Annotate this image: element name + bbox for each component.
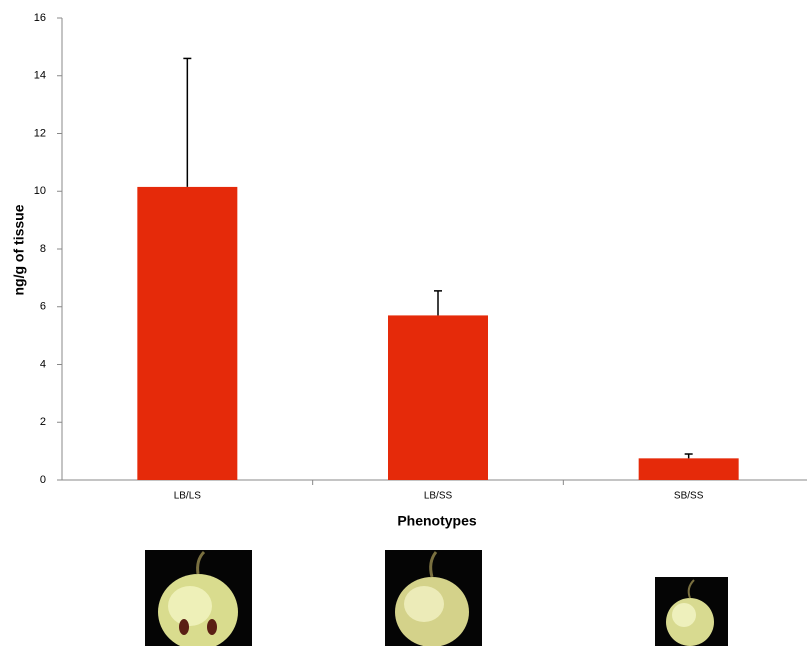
x-tick-label: LB/LS (174, 491, 202, 502)
chart: Phenotypes ng/g of tissue 0 2 4 6 8 10 12 14 16 L… (0, 0, 807, 646)
photo-1 (145, 550, 252, 646)
photo-3 (655, 577, 728, 646)
y-tick-label: 10 (34, 185, 46, 197)
y-tick-label: 0 (40, 474, 46, 486)
y-tick-label: 4 (40, 358, 46, 370)
y-tick-label: 14 (34, 70, 46, 82)
x-tick-label: LB/SS (424, 491, 453, 502)
error-bar (685, 454, 693, 458)
x-tick-label: SB/SS (674, 491, 704, 502)
y-tick-label: 8 (40, 243, 46, 255)
error-bar (183, 58, 191, 186)
y-tick-label: 6 (40, 301, 46, 313)
bar (137, 187, 237, 480)
y-tick-label: 12 (34, 127, 46, 139)
y-tick-label: 16 (34, 12, 46, 24)
error-bar (434, 291, 442, 316)
x-axis-title: Phenotypes (397, 513, 477, 529)
y-axis-title: ng/g of tissue (11, 204, 27, 295)
photo-2 (385, 550, 482, 646)
bar (639, 458, 739, 480)
bar (388, 315, 488, 480)
y-tick-label: 2 (40, 416, 46, 428)
